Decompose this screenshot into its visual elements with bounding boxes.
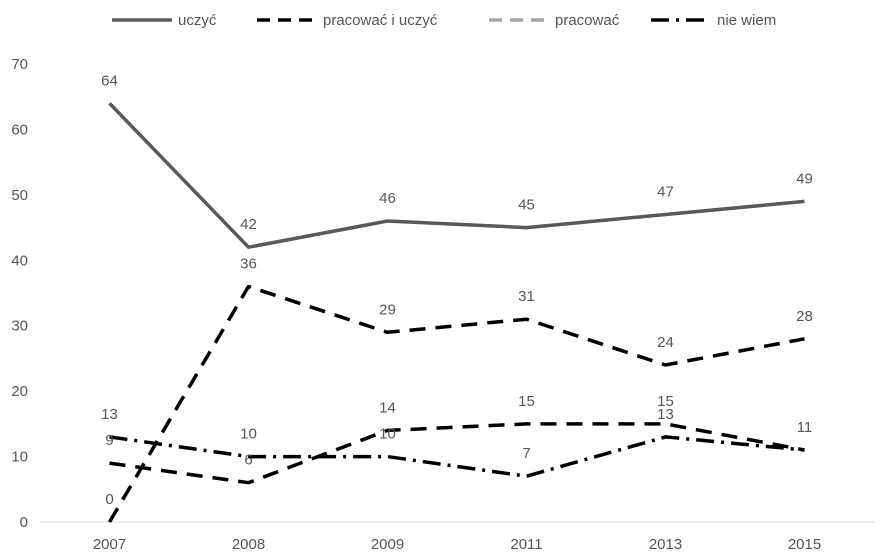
data-label: 0 (105, 491, 113, 508)
legend-item: uczyć (112, 12, 217, 29)
data-labels: 64 42 46 45 47 49 0 36 29 31 24 28 9 6 14 15 15 11 13 10 10 7… (101, 72, 813, 508)
y-tick-label: 30 (11, 318, 28, 335)
x-tick-label: 2008 (232, 536, 265, 553)
y-tick-label: 50 (11, 187, 28, 204)
y-tick-label: 10 (11, 449, 28, 466)
data-label: 29 (379, 301, 396, 318)
data-label: 36 (240, 255, 257, 272)
data-label: 24 (657, 334, 674, 351)
series-line-3 (109, 422, 805, 485)
series-line-4 (109, 435, 805, 478)
data-label: 31 (518, 288, 535, 305)
legend-item: nie wiem (651, 12, 776, 29)
legend-label: uczyć (178, 12, 217, 29)
data-label: 6 (244, 452, 252, 469)
data-label: 13 (657, 406, 674, 423)
y-tick-label: 60 (11, 121, 28, 138)
x-tick-label: 2011 (510, 536, 542, 553)
data-label: 49 (796, 170, 813, 187)
series-line-2 (107, 284, 805, 523)
data-label: 13 (101, 406, 118, 423)
data-label: 14 (379, 399, 396, 416)
y-tick-label: 40 (11, 252, 28, 269)
data-label: 28 (796, 308, 813, 325)
legend-label: pracować (555, 12, 620, 29)
y-tick-label: 20 (11, 383, 28, 400)
x-tick-label: 2013 (649, 536, 682, 553)
legend-item: pracować (489, 12, 620, 29)
y-tick-label: 70 (11, 56, 28, 73)
data-label: 9 (105, 432, 113, 449)
series-line-1 (108, 102, 805, 249)
series (107, 102, 805, 523)
x-tick-label: 2009 (371, 536, 404, 553)
legend-label: pracować i uczyć (323, 12, 438, 29)
data-label: 7 (522, 445, 530, 462)
legend: uczyć pracować i uczyć pracować nie wiem (112, 12, 776, 29)
data-label: 10 (240, 426, 257, 443)
data-label: 15 (657, 393, 674, 410)
y-tick-label: 0 (20, 514, 28, 531)
data-label: 11 (797, 419, 813, 436)
data-label: 15 (518, 393, 535, 410)
data-label: 46 (379, 190, 396, 207)
data-label: 42 (240, 216, 257, 233)
legend-label: nie wiem (717, 12, 776, 29)
data-label: 45 (518, 197, 535, 214)
x-tick-label: 2007 (93, 536, 126, 553)
data-label: 64 (101, 72, 118, 89)
legend-item: pracować i uczyć (257, 12, 438, 29)
x-tick-label: 2015 (788, 536, 821, 553)
data-label: 10 (379, 426, 396, 443)
data-label: 47 (657, 183, 674, 200)
